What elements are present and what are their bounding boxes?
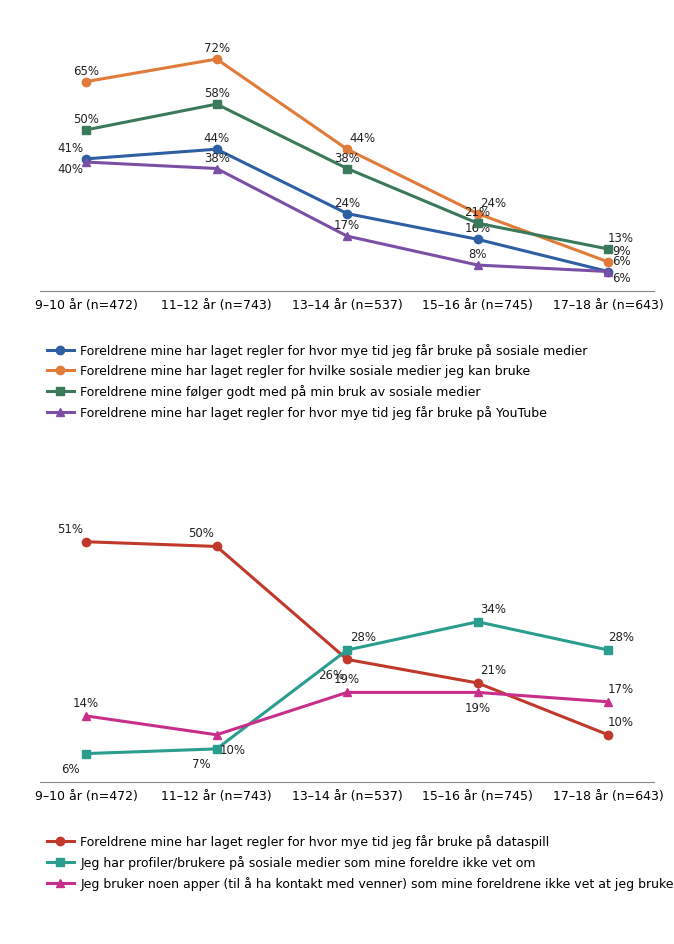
Legend: Foreldrene mine har laget regler for hvor mye tid jeg får bruke på sosiale medie: Foreldrene mine har laget regler for hvo… bbox=[47, 344, 588, 419]
Text: 50%: 50% bbox=[73, 113, 99, 126]
Text: 50%: 50% bbox=[188, 527, 214, 540]
Text: 6%: 6% bbox=[612, 254, 630, 267]
Text: 6%: 6% bbox=[61, 762, 80, 775]
Text: 26%: 26% bbox=[318, 668, 344, 681]
Text: 6%: 6% bbox=[612, 272, 630, 285]
Text: 9%: 9% bbox=[612, 244, 630, 258]
Text: 44%: 44% bbox=[204, 132, 230, 145]
Text: 72%: 72% bbox=[204, 42, 230, 55]
Text: 21%: 21% bbox=[464, 206, 491, 219]
Text: 41%: 41% bbox=[57, 142, 84, 155]
Text: 21%: 21% bbox=[480, 664, 506, 676]
Text: 58%: 58% bbox=[204, 87, 230, 100]
Text: 19%: 19% bbox=[334, 673, 360, 685]
Text: 38%: 38% bbox=[334, 152, 360, 164]
Text: 24%: 24% bbox=[480, 196, 506, 210]
Text: 51%: 51% bbox=[57, 522, 84, 535]
Text: 17%: 17% bbox=[334, 219, 360, 232]
Text: 40%: 40% bbox=[57, 162, 84, 176]
Text: 17%: 17% bbox=[608, 682, 634, 695]
Text: 16%: 16% bbox=[464, 222, 491, 235]
Text: 65%: 65% bbox=[73, 65, 99, 77]
Text: 14%: 14% bbox=[73, 696, 99, 709]
Text: 28%: 28% bbox=[608, 631, 634, 643]
Legend: Foreldrene mine har laget regler for hvor mye tid jeg får bruke på dataspill, Je: Foreldrene mine har laget regler for hvo… bbox=[47, 834, 674, 890]
Text: 28%: 28% bbox=[350, 631, 376, 643]
Text: 10%: 10% bbox=[608, 715, 634, 728]
Text: 34%: 34% bbox=[481, 602, 506, 615]
Text: 44%: 44% bbox=[350, 132, 376, 145]
Text: 13%: 13% bbox=[608, 232, 634, 244]
Text: 8%: 8% bbox=[468, 248, 487, 261]
Text: 7%: 7% bbox=[191, 757, 210, 770]
Text: 38%: 38% bbox=[204, 152, 230, 164]
Text: 24%: 24% bbox=[334, 196, 360, 210]
Text: 19%: 19% bbox=[464, 700, 491, 714]
Text: 10%: 10% bbox=[219, 743, 245, 756]
